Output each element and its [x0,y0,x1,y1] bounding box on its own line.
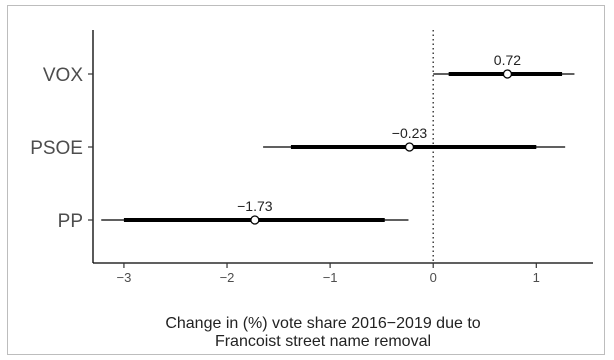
point-estimate [404,142,415,152]
axes [88,30,593,268]
category-label: VOX [43,65,83,86]
x-axis-title: Francoist street name removal [215,333,431,350]
point-estimate [502,69,513,79]
data-label: 0.72 [494,52,521,68]
data-label: −0.23 [392,125,428,141]
category-label: PSOE [30,138,83,159]
point-estimate [250,215,260,225]
chart-labels: −3 −2 −1 0 1 VOX PSOE PP 0.72 −0.23 −1.73 Change in… [30,52,540,350]
chart-marks [101,69,575,225]
x-tick-label: 0 [430,270,437,285]
category-label: PP [58,211,83,232]
data-label: −1.73 [237,198,273,214]
chart-frame [7,5,605,355]
x-tick-label: −2 [220,270,235,285]
x-tick-label: −3 [117,270,132,285]
x-tick-label: 1 [533,270,540,285]
x-tick-label: −1 [323,270,338,285]
x-axis-title: Change in (%) vote share 2016−2019 due t… [165,315,480,332]
